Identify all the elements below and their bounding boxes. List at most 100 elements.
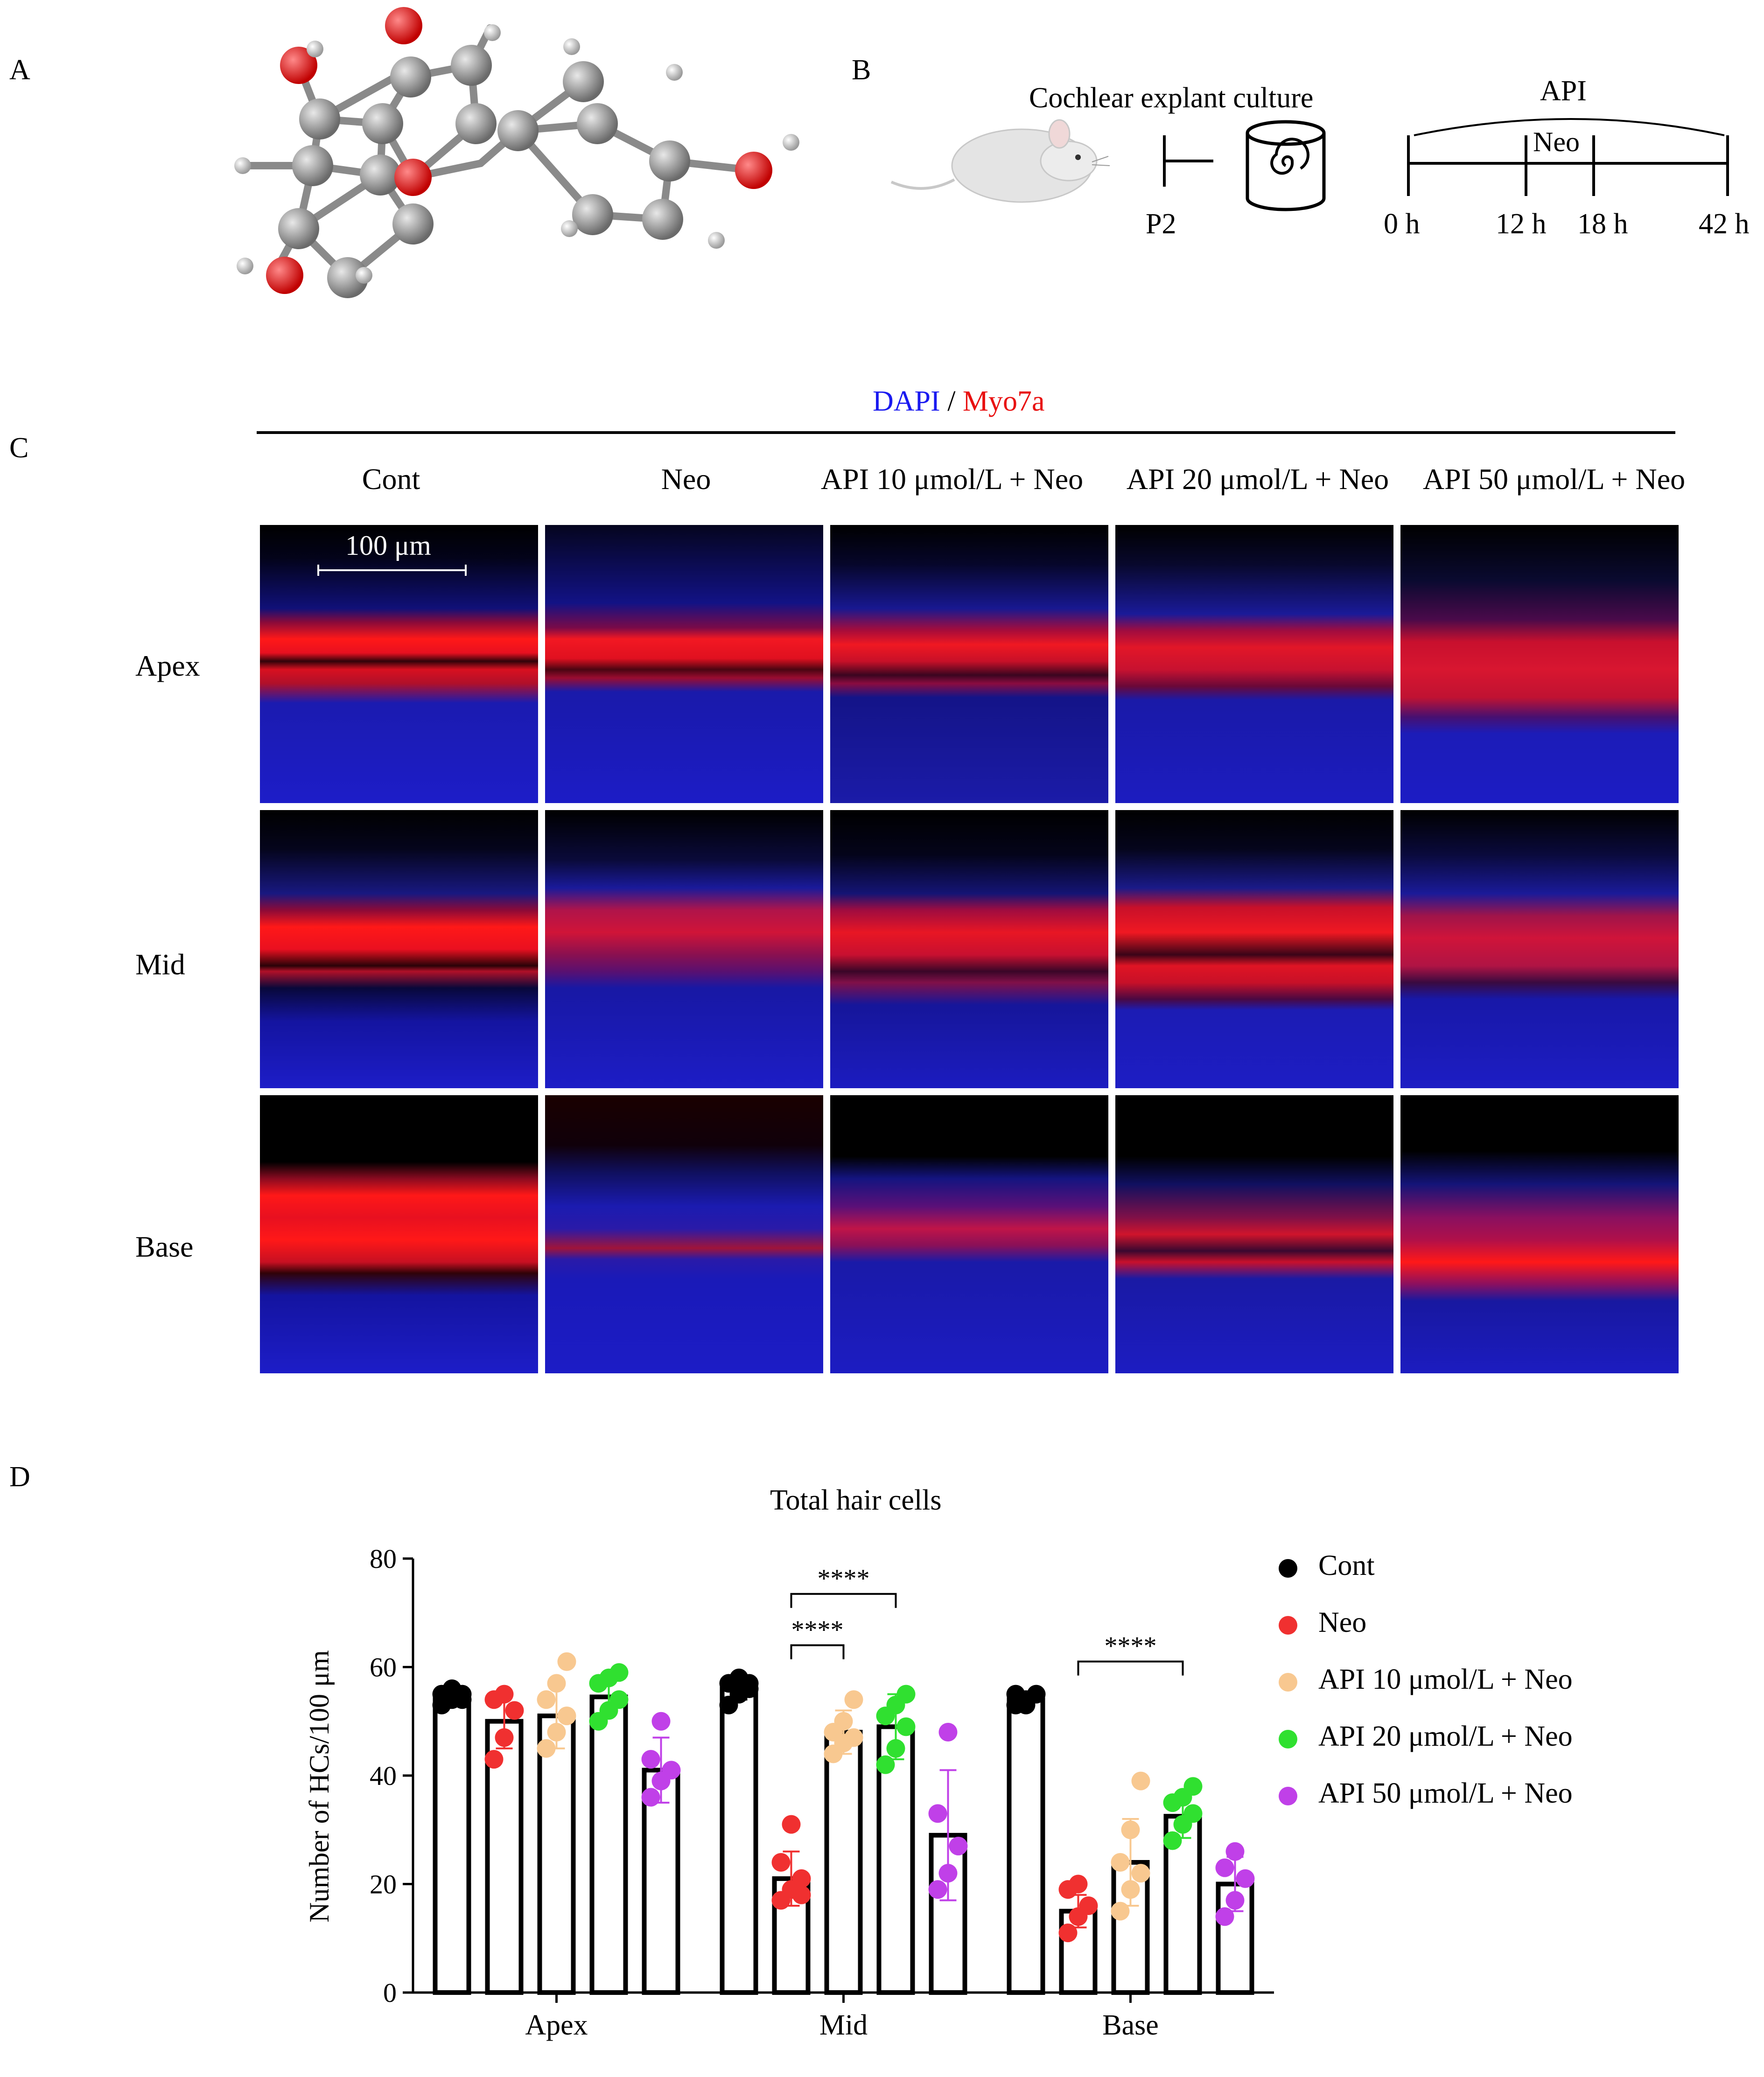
data-point <box>740 1674 759 1693</box>
data-point <box>938 1864 958 1883</box>
data-point <box>876 1755 895 1774</box>
data-point <box>949 1837 968 1856</box>
x-tick-label: Base <box>1102 2009 1159 2041</box>
timepoint-42h: 42 h <box>1699 208 1750 240</box>
neo-label: Neo <box>1533 126 1580 157</box>
legend-item: Neo <box>1279 1606 1366 1639</box>
data-point <box>896 1717 916 1736</box>
data-point <box>1131 1771 1150 1790</box>
apigenin-molecule <box>234 7 799 298</box>
data-point <box>484 1750 504 1769</box>
age-label: P2 <box>1146 208 1176 240</box>
scale-bar-tick-right <box>465 565 467 576</box>
data-point <box>547 1674 566 1693</box>
micrograph-mid-api20 <box>1115 810 1393 1088</box>
data-point <box>547 1723 566 1741</box>
significance-bracket <box>1077 1660 1184 1676</box>
data-point <box>1058 1923 1078 1943</box>
significance-label: **** <box>791 1615 844 1644</box>
bar <box>1163 1814 1202 1995</box>
data-point <box>1236 1869 1255 1888</box>
bar <box>433 1694 471 1995</box>
stain-separator: / <box>940 385 963 417</box>
row-apex: Apex <box>135 649 200 682</box>
legend-label: API 10 μmol/L + Neo <box>1318 1664 1573 1695</box>
data-point <box>505 1701 524 1720</box>
legend-marker <box>1279 1729 1297 1748</box>
legend-item: API 20 μmol/L + Neo <box>1279 1720 1573 1753</box>
data-point <box>1131 1864 1150 1883</box>
bar-chart: 0 20 40 60 80 Apex Mid Base **** **** **** <box>370 1544 1274 2041</box>
data-point <box>537 1690 556 1709</box>
data-point <box>495 1685 514 1704</box>
bar <box>1007 1697 1045 1995</box>
data-point <box>938 1723 958 1741</box>
data-point <box>1225 1842 1245 1861</box>
legend-item: API 50 μmol/L + Neo <box>1279 1777 1573 1810</box>
data-point <box>1183 1777 1203 1796</box>
data-point <box>651 1712 671 1731</box>
panel-label-c: C <box>9 432 29 464</box>
micrograph-base-api50 <box>1400 1095 1679 1373</box>
column-api10: API 10 μmol/L + Neo <box>820 462 1084 496</box>
data-point <box>1111 1853 1130 1872</box>
data-point <box>792 1869 811 1888</box>
micrograph-apex-api20 <box>1115 525 1393 803</box>
scale-bar-tick-left <box>317 565 319 576</box>
data-point <box>771 1853 791 1872</box>
data-point <box>834 1712 853 1731</box>
chart-bars <box>433 1677 1254 1995</box>
y-tick-label: 80 <box>370 1544 397 1574</box>
micrograph-mid-api10 <box>830 810 1108 1088</box>
timepoint-0h: 0 h <box>1384 208 1420 240</box>
data-point <box>1121 1820 1140 1839</box>
data-point <box>453 1690 472 1709</box>
micrograph-mid-cont <box>260 810 538 1088</box>
chart-annotations: **** **** **** <box>790 1564 1184 1676</box>
chart-points <box>432 1652 1255 1943</box>
micrograph-mid-api50 <box>1400 810 1679 1088</box>
stain-underline <box>257 431 1675 434</box>
data-point <box>1163 1831 1182 1850</box>
data-point <box>609 1663 629 1682</box>
data-point <box>928 1880 947 1899</box>
scale-bar-label: 100 μm <box>345 530 431 561</box>
data-point <box>1079 1896 1098 1915</box>
data-point <box>1225 1891 1245 1910</box>
y-axis-label: Number of HCs/100 μm <box>304 1650 335 1923</box>
data-point <box>537 1739 556 1758</box>
micrograph-base-api20 <box>1115 1095 1393 1373</box>
legend-label: API 50 μmol/L + Neo <box>1318 1777 1573 1809</box>
data-point <box>896 1685 916 1704</box>
bar <box>824 1730 863 1995</box>
micrograph-apex-neo <box>545 525 823 803</box>
bar <box>720 1686 758 1995</box>
culture-label: Cochlear explant culture <box>1029 82 1314 114</box>
data-point <box>1016 1695 1036 1714</box>
row-mid: Mid <box>135 948 185 981</box>
micrograph-mid-neo <box>545 810 823 1088</box>
panel-label-a: A <box>9 54 30 86</box>
data-point <box>844 1728 863 1747</box>
micrograph-base-neo <box>545 1095 823 1373</box>
column-cont: Cont <box>362 462 420 496</box>
data-point <box>1183 1804 1203 1823</box>
legend-marker <box>1279 1559 1297 1578</box>
column-neo: Neo <box>661 462 711 496</box>
bar <box>589 1694 628 1995</box>
data-point <box>782 1815 801 1834</box>
data-point <box>1111 1902 1130 1921</box>
legend-item: Cont <box>1279 1549 1375 1582</box>
stain-legend: DAPI / Myo7a <box>873 385 1045 418</box>
data-point <box>557 1706 576 1726</box>
data-point <box>641 1788 660 1807</box>
significance-bracket <box>790 1593 897 1608</box>
column-api50: API 50 μmol/L + Neo <box>1422 462 1686 496</box>
y-tick-label: 40 <box>370 1761 397 1791</box>
data-point <box>792 1885 811 1904</box>
data-point <box>844 1690 863 1709</box>
x-tick-label: Apex <box>525 2009 588 2041</box>
legend-marker <box>1279 1786 1297 1805</box>
timepoint-18h: 18 h <box>1577 208 1628 240</box>
legend-label: Neo <box>1318 1607 1367 1638</box>
